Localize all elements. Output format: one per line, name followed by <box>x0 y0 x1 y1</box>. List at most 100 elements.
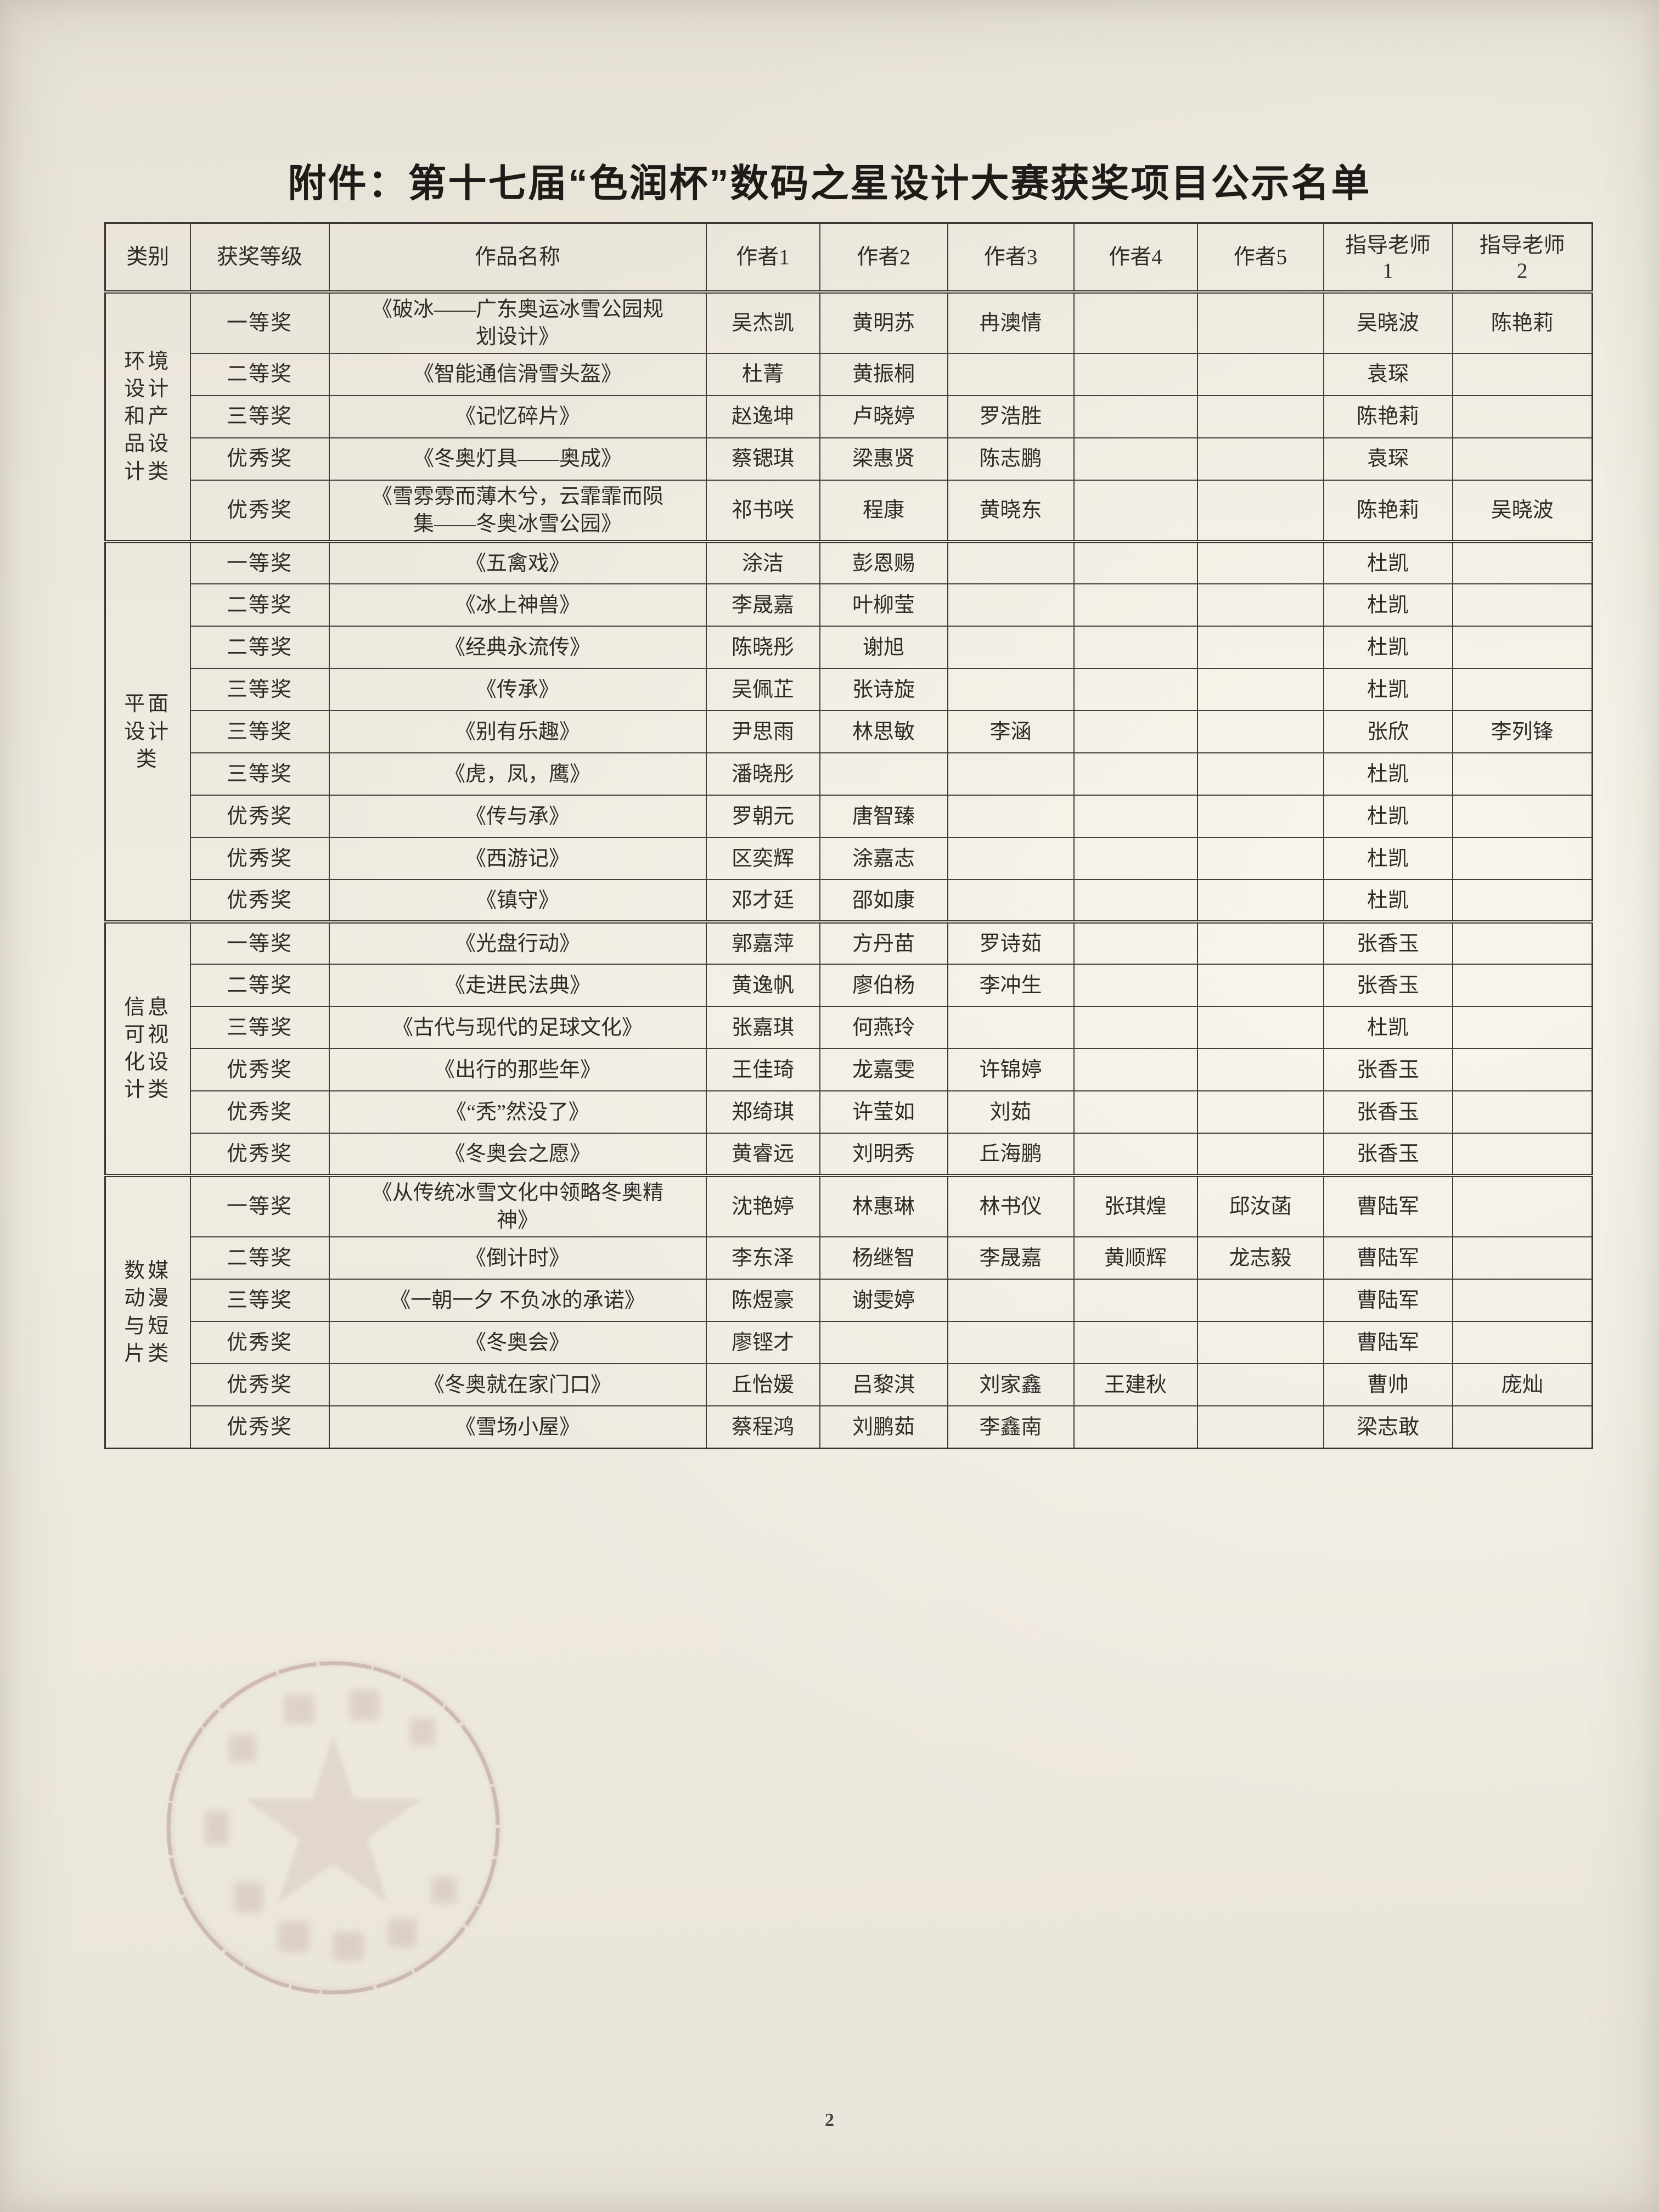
work-title-cell: 《一朝一夕 不负冰的承诺》 <box>328 1279 707 1322</box>
author-5-cell <box>1196 479 1324 543</box>
author-3-cell: 罗浩胜 <box>947 395 1075 438</box>
author-1-cell: 潘晓彤 <box>705 752 820 796</box>
author-3-cell: 罗诗茹 <box>947 920 1075 965</box>
advisor-1-cell: 张欣 <box>1323 710 1453 754</box>
award-level-cell: 一等奖 <box>189 920 330 965</box>
advisor-1-cell: 曹陆军 <box>1323 1321 1453 1365</box>
work-title-cell: 《镇守》 <box>328 879 707 923</box>
award-level-cell: 三等奖 <box>189 668 330 712</box>
author-4-cell <box>1073 626 1198 669</box>
author-3-cell <box>947 879 1075 923</box>
advisor-2-cell <box>1452 964 1593 1007</box>
work-title-text: 《破冰——广东奥运冰雪公园规划设计》 <box>371 297 663 348</box>
column-header-5: 作者3 <box>947 222 1075 294</box>
work-title-text: 《冰上神兽》 <box>454 593 580 617</box>
work-title-cell: 《传与承》 <box>328 795 707 838</box>
work-title-text: 《倒计时》 <box>465 1246 570 1270</box>
work-title-cell: 《记忆碎片》 <box>328 395 707 438</box>
author-2-cell: 张诗旋 <box>819 668 948 712</box>
award-level-cell: 二等奖 <box>189 626 330 669</box>
author-5-cell <box>1196 920 1324 965</box>
author-1-cell: 尹思雨 <box>705 710 820 754</box>
author-1-cell: 陈晓彤 <box>705 626 820 669</box>
advisor-1-cell: 张香玉 <box>1323 1133 1453 1177</box>
page-title: 附件：第十七届“色润杯”数码之星设计大赛获奖项目公示名单 <box>288 162 1371 205</box>
work-title-cell: 《智能通信滑雪头盔》 <box>328 352 707 396</box>
advisor-2-cell <box>1452 920 1593 965</box>
category-cell: 信息 可视 化设 计类 <box>104 920 191 1177</box>
work-title-cell: 《冬奥会之愿》 <box>328 1133 707 1177</box>
author-3-cell <box>947 752 1075 796</box>
work-title-cell: 《冰上神兽》 <box>328 583 707 627</box>
advisor-1-cell: 袁琛 <box>1323 437 1453 481</box>
author-4-cell: 黄顺辉 <box>1073 1236 1198 1280</box>
column-header-line2: 1 <box>1382 258 1393 283</box>
author-4-cell <box>1073 291 1198 354</box>
author-1-cell: 赵逸坤 <box>705 395 820 438</box>
author-1-cell: 吴佩芷 <box>705 668 820 712</box>
table-row: 优秀奖 《出行的那些年》 王佳琦 龙嘉雯 许锦婷 张香玉 <box>105 1048 1593 1092</box>
work-title-text: 《西游记》 <box>465 847 570 870</box>
author-2-cell: 涂嘉志 <box>819 837 948 881</box>
column-header-4: 作者2 <box>819 222 948 294</box>
author-3-cell: 李鑫南 <box>947 1405 1075 1449</box>
work-title-text: 《光盘行动》 <box>454 932 580 955</box>
table-row: 二等奖 《走进民法典》 黄逸帆 廖伯杨 李冲生 张香玉 <box>105 964 1593 1007</box>
advisor-2-cell: 陈艳莉 <box>1452 291 1593 354</box>
advisor-1-cell: 张香玉 <box>1323 1048 1453 1092</box>
award-level-cell: 三等奖 <box>189 710 330 754</box>
author-5-cell <box>1196 964 1324 1007</box>
award-level-cell: 优秀奖 <box>189 1133 330 1177</box>
author-3-cell: 林书仪 <box>947 1174 1075 1238</box>
author-5-cell: 龙志毅 <box>1196 1236 1324 1280</box>
work-title-text: 《传与承》 <box>465 804 570 828</box>
work-title-cell: 《古代与现代的足球文化》 <box>328 1006 707 1050</box>
work-title-cell: 《走进民法典》 <box>328 964 707 1007</box>
work-title-cell: 《虎，凤，鹰》 <box>328 752 707 796</box>
advisor-2-cell <box>1452 1174 1593 1238</box>
author-1-cell: 郑绮琪 <box>705 1090 820 1134</box>
author-3-cell <box>947 626 1075 669</box>
author-5-cell <box>1196 837 1324 881</box>
advisor-1-cell: 杜凯 <box>1323 668 1453 712</box>
author-4-cell <box>1073 1405 1198 1449</box>
author-5-cell <box>1196 1006 1324 1050</box>
advisor-1-cell: 曹陆军 <box>1323 1236 1453 1280</box>
author-2-cell: 程康 <box>819 479 948 543</box>
work-title-text: 《“秃”然没了》 <box>446 1100 589 1124</box>
author-2-cell: 林惠琳 <box>819 1174 948 1238</box>
author-2-cell: 彭恩赐 <box>819 540 948 585</box>
award-level-cell: 优秀奖 <box>189 1090 330 1134</box>
table-row: 环境 设计 和产 品设 计类 一等奖 《破冰——广东奥运冰雪公园规划设计》 吴杰凯 黄明… <box>104 291 1593 543</box>
award-level-cell: 三等奖 <box>189 395 330 438</box>
table-row: 信息 可视 化设 计类 一等奖 《光盘行动》 郭嘉萍 方丹苗 罗诗茹 张香玉 <box>104 920 1593 1177</box>
author-4-cell <box>1073 837 1198 881</box>
author-3-cell: 刘茹 <box>947 1090 1075 1134</box>
award-level-cell: 优秀奖 <box>189 1048 330 1092</box>
advisor-1-cell: 吴晓波 <box>1323 291 1453 354</box>
work-title-cell: 《出行的那些年》 <box>328 1048 707 1092</box>
author-4-cell <box>1073 479 1198 543</box>
advisor-1-cell: 杜凯 <box>1323 540 1453 585</box>
advisor-2-cell: 吴晓波 <box>1452 479 1593 543</box>
table-row: 优秀奖 《冬奥就在家门口》 丘怡媛 吕黎淇 刘家鑫 王建秋 曹帅 庞灿 <box>105 1363 1593 1407</box>
author-4-cell <box>1073 1133 1198 1177</box>
advisor-1-cell: 杜凯 <box>1323 795 1453 838</box>
author-1-cell: 张嘉琪 <box>705 1006 820 1050</box>
advisor-2-cell <box>1452 752 1593 796</box>
author-4-cell <box>1073 1321 1198 1365</box>
work-title-cell: 《经典永流传》 <box>328 626 707 669</box>
author-4-cell <box>1073 437 1198 481</box>
advisor-1-cell: 陈艳莉 <box>1323 395 1453 438</box>
table-row: 二等奖 《智能通信滑雪头盔》 杜菁 黄振桐 袁琛 <box>105 352 1593 396</box>
author-3-cell: 刘家鑫 <box>947 1363 1075 1407</box>
author-4-cell: 张琪煌 <box>1073 1174 1198 1238</box>
author-2-cell: 龙嘉雯 <box>819 1048 948 1092</box>
award-level-cell: 优秀奖 <box>189 1405 330 1449</box>
work-title-cell: 《“秃”然没了》 <box>328 1090 707 1134</box>
author-3-cell: 李涵 <box>947 710 1075 754</box>
award-level-cell: 优秀奖 <box>189 879 330 923</box>
author-2-cell: 黄振桐 <box>819 352 948 396</box>
author-3-cell: 李晟嘉 <box>947 1236 1075 1280</box>
page-number: 2 <box>825 2110 834 2130</box>
